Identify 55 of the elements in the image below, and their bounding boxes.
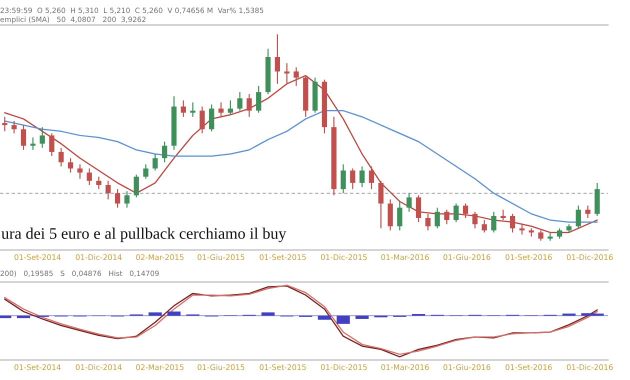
candlestick [576,205,581,229]
candlestick [444,209,450,225]
candlestick [350,168,356,190]
candlestick [510,213,516,234]
candlestick [86,168,92,186]
candlestick [58,147,64,167]
candlestick [519,224,525,236]
candlestick [106,180,111,200]
candlestick [114,188,120,208]
candlestick [500,209,506,221]
candlestick [68,158,74,174]
candlestick [30,136,36,150]
candlestick [96,176,102,190]
candlestick [237,92,242,112]
candlestick [274,34,280,84]
candlestick [368,166,374,190]
candlestick [397,200,402,231]
candlestick [491,211,496,234]
candlestick [556,228,562,240]
candlestick [416,194,422,223]
candlestick [180,100,186,118]
candlestick [12,120,17,134]
candlestick [585,205,590,219]
candlestick [134,174,139,198]
candlestick [124,190,130,208]
candlestick [359,166,365,188]
candlestick [143,164,148,180]
candlestick [40,126,45,148]
candlestick [482,220,487,234]
candlestick [378,180,384,229]
candlestick [218,102,224,118]
candlestick [294,66,299,86]
candlestick [2,116,8,132]
candlestick [200,106,205,134]
candlestick [425,213,430,231]
candlestick [49,132,54,157]
candlestick [246,94,252,118]
candlestick [538,230,544,242]
candlestick [434,207,440,229]
candlestick [406,192,412,212]
candlestick [228,100,234,116]
candlestick [284,62,290,84]
candlestick [462,203,468,219]
candlestick [256,85,262,114]
candlestick [77,164,83,180]
candlestick [388,198,393,231]
candlestick [190,102,196,118]
candlestick [152,153,158,172]
candlestick [340,164,346,194]
candlestick [162,141,168,163]
annotation: ura dei 5 euro e al pullback cerchiamo il buy [1,228,286,242]
candlestick [209,104,214,132]
candlestick [472,211,478,229]
candlestick [454,203,459,223]
candlestick [20,124,26,150]
